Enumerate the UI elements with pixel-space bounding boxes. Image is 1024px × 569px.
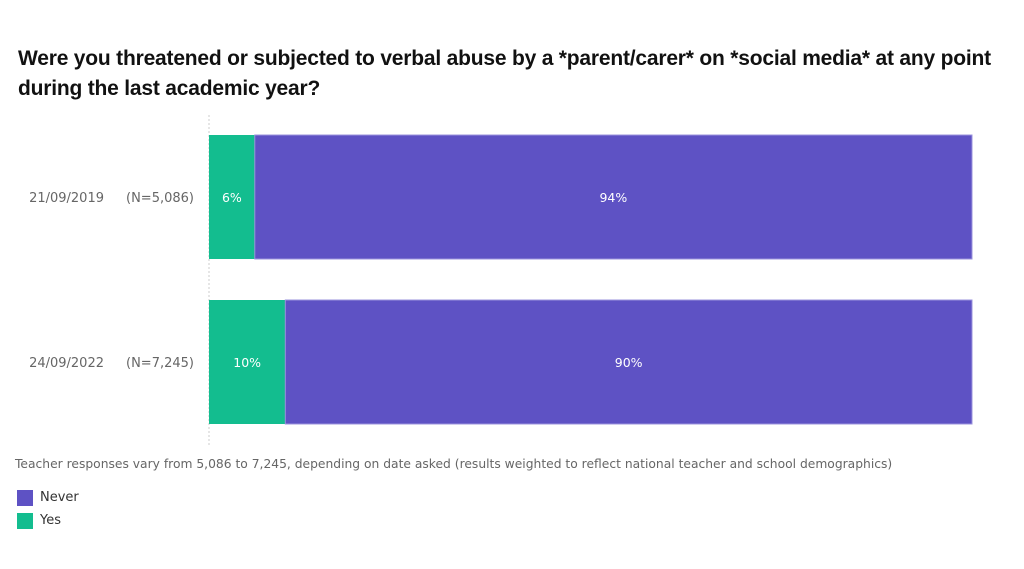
bar-never bbox=[254, 134, 973, 260]
bars-group: 6% 94% 10% 90% bbox=[209, 134, 973, 425]
category-n-label: (N=5,086) bbox=[126, 191, 194, 206]
data-label-yes: 10% bbox=[233, 355, 261, 370]
data-label-never: 90% bbox=[615, 355, 643, 370]
legend-label-yes: Yes bbox=[40, 513, 61, 528]
bar-yes bbox=[209, 300, 286, 424]
data-label-never: 94% bbox=[599, 190, 627, 205]
chart-title: Were you threatened or subjected to verb… bbox=[18, 47, 991, 100]
footnote: Teacher responses vary from 5,086 to 7,2… bbox=[15, 457, 893, 471]
data-label-yes: 6% bbox=[222, 190, 242, 205]
bar-never bbox=[284, 299, 973, 425]
legend: Never Yes bbox=[17, 486, 79, 532]
legend-item-never: Never bbox=[17, 486, 79, 509]
category-date-label: 24/09/2022 bbox=[29, 356, 104, 371]
legend-item-yes: Yes bbox=[17, 509, 79, 532]
legend-label-never: Never bbox=[40, 490, 79, 505]
bar-yes bbox=[209, 135, 255, 259]
category-date-label: 21/09/2019 bbox=[29, 191, 104, 206]
legend-swatch-yes bbox=[17, 512, 33, 529]
category-n-label: (N=7,245) bbox=[126, 356, 194, 371]
legend-swatch-never bbox=[17, 489, 33, 506]
category-labels-group: 21/09/2019 (N=5,086) 24/09/2022 (N=7,245) bbox=[29, 191, 194, 371]
